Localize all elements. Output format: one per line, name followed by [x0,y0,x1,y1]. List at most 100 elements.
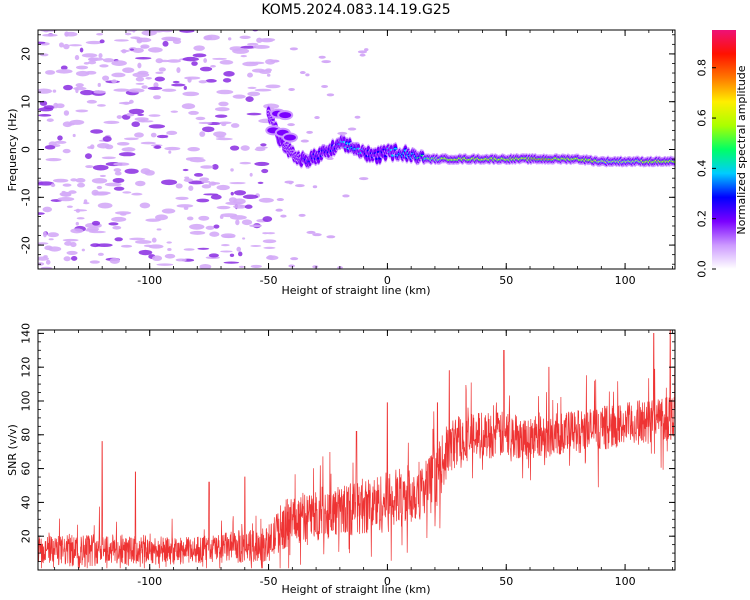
spectrogram-speckle-blob [215,135,226,138]
spectrogram-speckle-blob [342,194,350,198]
spectrogram-speckle-blob [250,264,262,268]
spectrogram-speckle-blob [97,142,110,149]
spectrogram-speckle-blob [256,146,268,149]
spectrogram-speckle-blob [216,205,231,210]
spectrogram-speckle-blob [128,88,145,93]
ridge-core [271,118,275,121]
spectrogram-speckle-blob [138,249,153,256]
spectrogram-speckle-blob [91,189,99,196]
spectrogram-speckle-blob [176,204,194,208]
spectrogram-speckle-blob [215,137,233,141]
spectrogram-speckle-blob [295,184,305,188]
spectrogram-speckle-blob [96,33,104,36]
spectrogram-speckle-blob [137,62,142,69]
spectrogram-speckle-blob [216,89,234,95]
spectrogram-speckle-blob [97,82,101,88]
spectrogram-speckle-blob [220,243,230,247]
spectrogram-speckle-blob [213,224,220,229]
spectrogram-speckle-blob [242,61,259,67]
spectrogram-speckle-blob [75,208,81,213]
spectrogram-speckle-blob [167,247,172,251]
spectrogram-speckle-blob [52,178,69,183]
spectrogram-speckle-blob [220,250,233,253]
spectrogram-speckle-blob [318,55,326,59]
spectrogram-speckle-blob [260,143,267,147]
spectrogram-speckle-blob [232,48,250,54]
spectrogram-speckle-blob [306,230,316,234]
spectrogram-speckle-blob [147,47,163,53]
spectrogram-ridge [265,104,675,169]
spectrogram-speckle-blob [188,180,205,185]
spectrogram-speckle-blob [38,262,45,266]
spectrogram-speckle-blob [219,215,224,219]
spectrogram-speckle-blob [74,55,80,61]
spectrogram-speckle-blob [89,230,106,234]
spectrogram-speckle-blob [227,37,232,41]
spectrogram-speckle-blob [359,53,366,57]
spectrogram-speckle-blob [212,57,227,60]
spectrogram-speckle-blob [288,87,295,91]
spectrogram-speckle-blob [99,174,107,178]
spectrogram-speckle-blob [208,253,219,258]
spectrogram-speckle-blob [246,112,262,116]
spectrogram-speckle-blob [161,208,176,214]
spectrogram-speckle-blob [103,120,120,124]
spectrogram-speckle-blob [114,211,132,215]
spectrogram-speckle-blob [120,49,130,53]
spectrogram-speckle-blob [249,224,263,228]
spectrogram-speckle-blob [38,107,54,112]
spectrogram-speckle-blob [252,44,270,49]
spectrogram-speckle-blob [357,50,368,54]
spectrogram-speckle-blob [96,185,103,190]
spectrogram-speckle-blob [124,168,139,174]
spectrogram-speckle-blob [134,240,152,244]
spectrogram-speckle-blob [182,168,189,172]
spectrogram-speckle-blob [179,30,195,33]
spectrogram-x-tick-label: -50 [260,274,278,287]
spectrogram-speckle-blob [210,194,222,200]
spectrogram-speckle-blob [262,239,277,244]
spectrogram-speckle-blob [298,213,306,217]
spectrogram-speckle-blob [47,232,59,238]
spectrogram-speckle-blob [131,121,140,128]
spectrogram-speckle-blob [242,237,246,240]
spectrogram-speckle-blob [62,238,79,242]
snr-panel: -100 -50 0 50 100 20 40 60 80 100 120 140 Height o… [6,323,676,596]
spectrogram-speckle-blob [40,266,53,269]
spectrogram-x-label: Height of straight line (km) [281,284,430,297]
snr-frame [37,329,676,571]
spectrogram-speckle-blob [199,131,206,137]
spectrogram-speckle-blob [62,148,71,154]
ridge-blob [279,112,292,119]
spectrogram-speckle-blob [270,59,280,63]
spectrogram-speckle-blob [113,88,130,92]
spectrogram-speckle-blob [233,190,247,196]
colorbar-tick-label: 0.6 [696,109,709,127]
spectrogram-speckle-blob [150,132,157,138]
spectrogram-speckle-blob [70,228,84,234]
spectrogram-speckle-blob [306,130,313,134]
spectrogram-speckle-blob [45,70,56,75]
spectrogram-speckle-blob [121,147,136,152]
spectrogram-speckle-blob [89,260,100,264]
spectrogram-speckle-blob [262,216,273,222]
spectrogram-speckle-blob [312,185,318,189]
spectrogram-speckle-blob [236,246,242,252]
ridge-core [393,147,398,150]
spectrogram-speckle-blob [63,84,73,91]
spectrogram-speckle-blob [141,85,148,89]
colorbar-tick-label: 0.4 [696,160,709,178]
spectrogram-speckle-blob [199,263,212,269]
spectrogram-speckle-blob [137,70,149,75]
spectrogram-x-tick-label: -100 [137,274,162,287]
spectrogram-speckle-blob [202,126,215,133]
spectrogram-speckle-blob [81,53,98,58]
spectrogram-speckle-blob [321,84,329,88]
spectrogram-speckle-blob [239,161,252,165]
spectrogram-speckle-blob [85,40,103,45]
spectrogram-speckle-blob [189,223,205,230]
spectrogram-speckle-blob [122,191,132,194]
spectrogram-speckle-blob [104,182,122,187]
spectrogram-speckle-blob [102,136,112,142]
spectrogram-speckle-blob [61,190,66,193]
